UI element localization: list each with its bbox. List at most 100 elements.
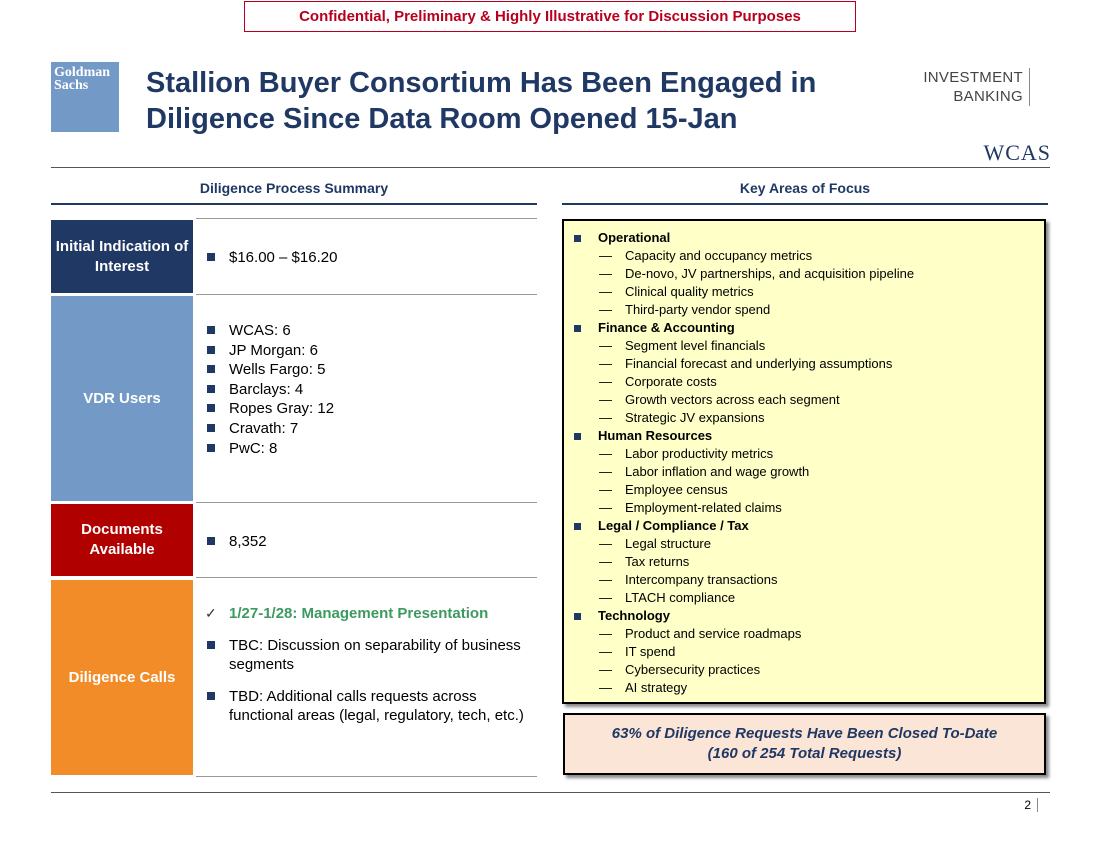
vdr-users-label: VDR Users (51, 296, 193, 501)
focus-item: — Segment level financials (574, 337, 1044, 355)
focus-item: — De-novo, JV partnerships, and acquisiti… (574, 265, 1044, 283)
square-bullet-icon (207, 384, 215, 393)
focus-item-text: Employment-related claims (625, 500, 782, 515)
focus-item: — Labor productivity metrics (574, 445, 1044, 463)
call-item: TBD: Additional calls requests across fu… (229, 687, 524, 725)
dash-bullet-icon: — (599, 374, 612, 389)
vdr-users-list: WCAS: 6 JP Morgan: 6 Wells Fargo: 5 Barc… (205, 321, 535, 458)
dash-bullet-icon: — (599, 644, 612, 659)
focus-item: — Product and service roadmaps (574, 625, 1044, 643)
focus-item-text: De-novo, JV partnerships, and acquisitio… (625, 266, 915, 281)
focus-item-text: Product and service roadmaps (625, 626, 802, 641)
focus-category-name: Human Resources (598, 428, 713, 443)
square-bullet-icon (207, 253, 215, 261)
list-item: Cravath: 7 (205, 419, 535, 439)
focus-item: — AI strategy (574, 679, 1044, 697)
list-item: TBD: Additional calls requests across fu… (205, 687, 535, 726)
square-bullet-icon (207, 345, 215, 354)
focus-item-text: Segment level financials (625, 338, 766, 353)
list-item: 8,352 (205, 532, 535, 552)
focus-item: — Labor inflation and wage growth (574, 463, 1044, 481)
gs-logo-line1: Goldman (54, 65, 111, 80)
summary-line-1: 63% of Diligence Requests Have Been Clos… (611, 725, 998, 742)
focus-item: — Capacity and occupancy metrics (574, 247, 1044, 265)
dash-bullet-icon: — (599, 266, 612, 281)
focus-item: — Financial forecast and underlying assum… (574, 355, 1044, 373)
focus-item-text: Employee census (625, 482, 728, 497)
focus-item-text: Intercompany transactions (625, 572, 778, 587)
focus-item-text: Corporate costs (625, 374, 717, 389)
documents-available-label: Documents Available (51, 504, 193, 576)
wcas-logo: WCAS (983, 140, 1051, 165)
checkmark-icon: ✓ (205, 605, 217, 621)
focus-category-name: Finance & Accounting (598, 320, 735, 335)
square-bullet-icon (207, 691, 215, 700)
documents-content: 8,352 (205, 532, 535, 552)
focus-item-text: Tax returns (625, 554, 690, 569)
square-bullet-icon (207, 443, 215, 452)
square-bullet-icon (574, 612, 581, 620)
header-divider (51, 167, 1050, 168)
focus-item: — Tax returns (574, 553, 1044, 571)
ioi-content: $16.00 – $16.20 (205, 248, 535, 268)
dash-bullet-icon: — (599, 590, 612, 605)
focus-category-name: Operational (598, 230, 671, 245)
dash-bullet-icon: — (599, 248, 612, 263)
focus-item-text: Capacity and occupancy metrics (625, 248, 813, 263)
requests-closed-summary: 63% of Diligence Requests Have Been Clos… (563, 713, 1046, 775)
list-item: ✓ 1/27-1/28: Management Presentation (205, 604, 535, 624)
page-title: Stallion Buyer Consortium Has Been Engag… (146, 67, 817, 135)
ioi-label: Initial Indication of Interest (51, 220, 193, 293)
square-bullet-icon (207, 423, 215, 432)
focus-item: — LTACH compliance (574, 589, 1044, 607)
diligence-summary-heading: Diligence Process Summary (199, 180, 389, 196)
focus-category-name: Legal / Compliance / Tax (598, 518, 749, 533)
list-item: Ropes Gray: 12 (205, 399, 535, 419)
focus-item: — Employee census (574, 481, 1044, 499)
focus-category: Operational (574, 229, 1044, 247)
square-bullet-icon (574, 324, 581, 332)
list-item: PwC: 8 (205, 439, 535, 459)
square-bullet-icon (207, 365, 215, 374)
dash-bullet-icon: — (599, 626, 612, 641)
focus-item-text: IT spend (625, 644, 676, 659)
dash-bullet-icon: — (599, 536, 612, 551)
square-bullet-icon (574, 522, 581, 530)
focus-item-text: Financial forecast and underlying assump… (625, 356, 893, 371)
focus-item-text: Strategic JV expansions (625, 410, 765, 425)
list-item: TBC: Discussion on separability of busin… (205, 636, 535, 675)
focus-category: Finance & Accounting (574, 319, 1044, 337)
vdr-user: JP Morgan: 6 (229, 341, 318, 359)
focus-category-name: Technology (598, 608, 670, 623)
square-bullet-icon (207, 404, 215, 413)
ioi-value: $16.00 – $16.20 (229, 249, 338, 266)
focus-item-text: LTACH compliance (625, 590, 736, 605)
row-divider (196, 502, 537, 503)
focus-item: — Corporate costs (574, 373, 1044, 391)
focus-item: — Legal structure (574, 535, 1044, 553)
ib-logo-line2: BANKING (953, 88, 1023, 105)
row-divider (196, 218, 537, 219)
gs-logo-line2: Sachs (54, 78, 89, 93)
focus-item: — Strategic JV expansions (574, 409, 1044, 427)
focus-category: Human Resources (574, 427, 1044, 445)
footer-divider (51, 792, 1050, 793)
list-item: JP Morgan: 6 (205, 341, 535, 361)
focus-item: — Clinical quality metrics (574, 283, 1044, 301)
call-item: TBC: Discussion on separability of busin… (229, 636, 521, 674)
dash-bullet-icon: — (599, 302, 612, 317)
list-item: Wells Fargo: 5 (205, 360, 535, 380)
key-areas-box: Operational — Capacity and occupancy metri… (562, 219, 1046, 704)
dash-bullet-icon: — (599, 392, 612, 407)
square-bullet-icon (574, 234, 581, 242)
management-presentation-item: 1/27-1/28: Management Presentation (229, 605, 489, 622)
diligence-calls-label: Diligence Calls (51, 580, 193, 775)
dash-bullet-icon: — (599, 446, 612, 461)
focus-category: Technology (574, 607, 1044, 625)
dash-bullet-icon: — (599, 284, 612, 299)
vdr-user: Wells Fargo: 5 (229, 361, 326, 379)
vdr-user: Barclays: 4 (229, 380, 304, 398)
dash-bullet-icon: — (599, 464, 612, 479)
focus-item: — Intercompany transactions (574, 571, 1044, 589)
list-item: Barclays: 4 (205, 380, 535, 400)
